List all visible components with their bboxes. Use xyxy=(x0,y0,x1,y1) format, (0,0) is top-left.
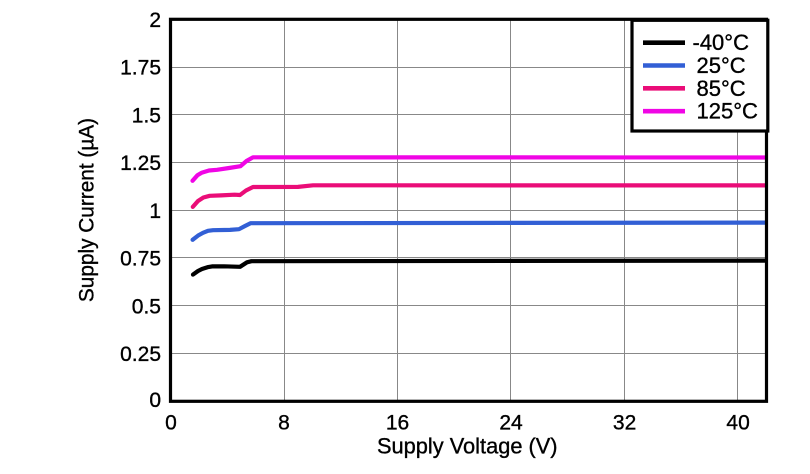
svg-text:0.75: 0.75 xyxy=(120,248,161,271)
svg-text:1: 1 xyxy=(149,200,161,223)
svg-text:85°C: 85°C xyxy=(697,76,746,101)
svg-text:125°C: 125°C xyxy=(697,99,759,124)
svg-text:24: 24 xyxy=(499,411,523,434)
svg-text:1.75: 1.75 xyxy=(120,57,161,80)
svg-text:0: 0 xyxy=(149,389,161,412)
svg-text:0: 0 xyxy=(165,411,177,434)
svg-text:-40°C: -40°C xyxy=(693,30,750,55)
svg-text:0.25: 0.25 xyxy=(120,343,161,366)
svg-text:8: 8 xyxy=(278,411,290,434)
svg-text:1.25: 1.25 xyxy=(120,152,161,175)
svg-text:32: 32 xyxy=(613,411,636,434)
svg-text:0.5: 0.5 xyxy=(132,295,161,318)
svg-text:16: 16 xyxy=(386,411,409,434)
svg-text:25°C: 25°C xyxy=(697,53,746,78)
svg-text:Supply Voltage (V): Supply Voltage (V) xyxy=(377,433,558,458)
svg-text:Supply Current (µA): Supply Current (µA) xyxy=(76,118,99,302)
svg-text:1.5: 1.5 xyxy=(132,104,161,127)
svg-text:40: 40 xyxy=(726,411,749,434)
svg-text:2: 2 xyxy=(149,9,161,32)
